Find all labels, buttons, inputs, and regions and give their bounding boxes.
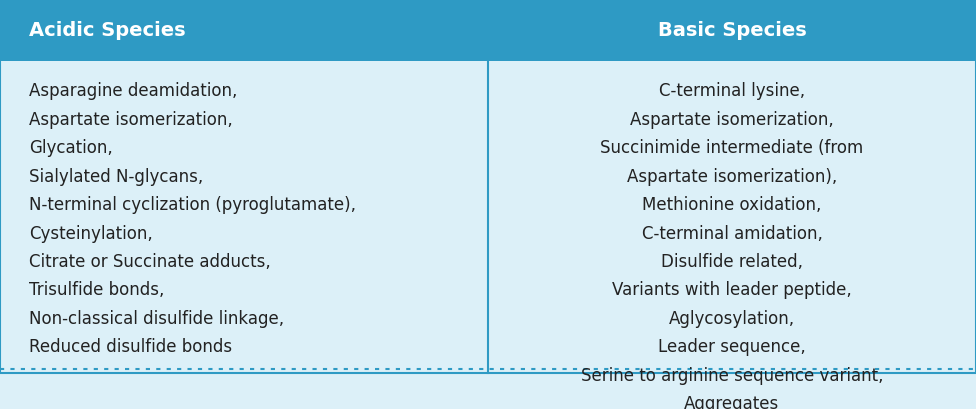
Text: Glycation,: Glycation,	[29, 139, 113, 157]
Text: Aspartate isomerization,: Aspartate isomerization,	[630, 110, 834, 128]
FancyBboxPatch shape	[0, 0, 488, 62]
Text: Basic Species: Basic Species	[658, 21, 806, 40]
Text: C-terminal amidation,: C-terminal amidation,	[641, 224, 823, 242]
Text: C-terminal lysine,: C-terminal lysine,	[659, 82, 805, 100]
Text: Non-classical disulfide linkage,: Non-classical disulfide linkage,	[29, 309, 284, 327]
Text: Succinimide intermediate (from: Succinimide intermediate (from	[600, 139, 864, 157]
Text: Acidic Species: Acidic Species	[29, 21, 185, 40]
Text: Cysteinylation,: Cysteinylation,	[29, 224, 153, 242]
Text: Variants with leader peptide,: Variants with leader peptide,	[612, 281, 852, 299]
Text: Serine to arginine sequence variant,: Serine to arginine sequence variant,	[581, 366, 883, 384]
Text: Disulfide related,: Disulfide related,	[661, 252, 803, 270]
Text: Trisulfide bonds,: Trisulfide bonds,	[29, 281, 165, 299]
Text: Sialylated N-glycans,: Sialylated N-glycans,	[29, 167, 204, 185]
Text: Aggregates: Aggregates	[684, 394, 780, 409]
Text: Leader sequence,: Leader sequence,	[658, 337, 806, 355]
Text: Asparagine deamidation,: Asparagine deamidation,	[29, 82, 237, 100]
FancyBboxPatch shape	[488, 0, 976, 62]
Text: Reduced disulfide bonds: Reduced disulfide bonds	[29, 337, 232, 355]
FancyBboxPatch shape	[0, 0, 976, 373]
Text: N-terminal cyclization (pyroglutamate),: N-terminal cyclization (pyroglutamate),	[29, 196, 356, 213]
Text: Citrate or Succinate adducts,: Citrate or Succinate adducts,	[29, 252, 271, 270]
Text: Aglycosylation,: Aglycosylation,	[669, 309, 795, 327]
Text: Aspartate isomerization),: Aspartate isomerization),	[627, 167, 837, 185]
Text: Aspartate isomerization,: Aspartate isomerization,	[29, 110, 233, 128]
Text: Methionine oxidation,: Methionine oxidation,	[642, 196, 822, 213]
